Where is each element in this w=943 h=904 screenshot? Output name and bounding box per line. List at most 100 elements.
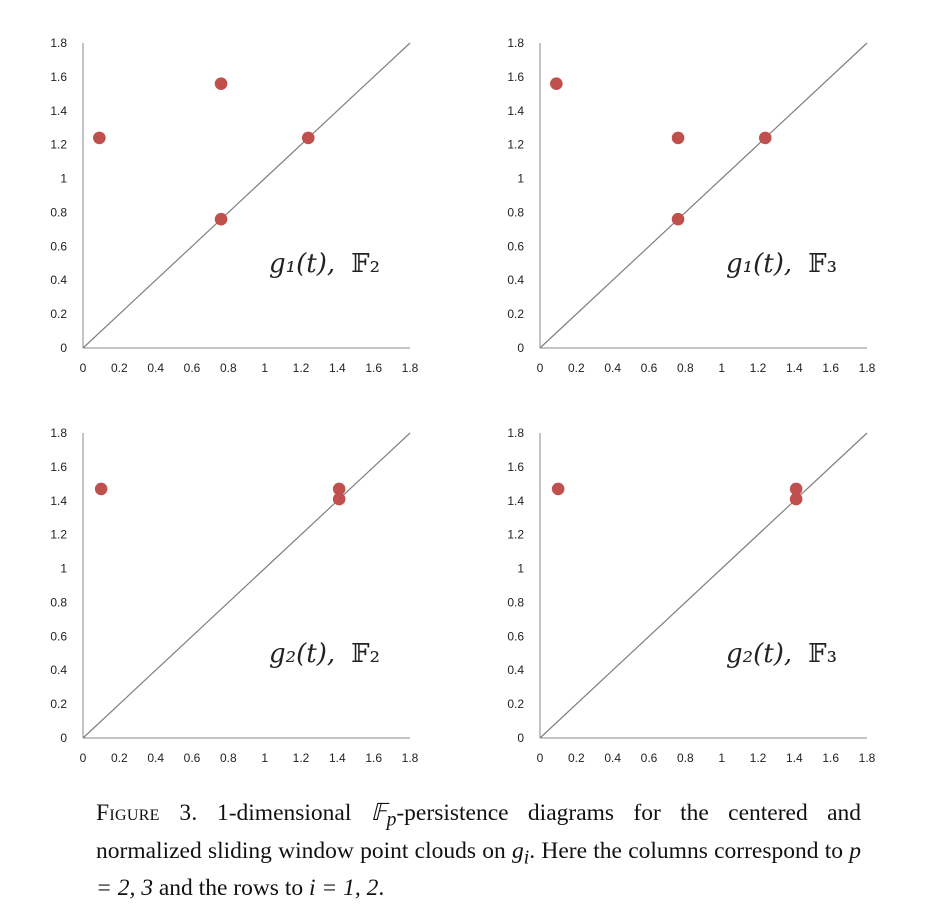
x-tick-label: 0 [80,361,87,375]
x-tick-label: 0.2 [111,361,128,375]
caption-text-1: 1-dimensional [197,800,371,826]
caption-math-g-sub: i [523,847,530,869]
x-tick-label: 0.2 [568,361,585,375]
x-tick-label: 1 [718,361,725,375]
x-tick-label: 1.6 [822,751,839,765]
panel-label: g₂(t), 𝔽₃ [726,639,837,669]
y-tick-label: 0 [60,731,67,745]
y-tick-label: 1.2 [507,138,524,152]
panel-label-field: 𝔽₃ [808,249,837,279]
data-point [301,131,315,145]
y-tick-label: 0 [517,341,524,355]
x-tick-label: 1.4 [329,361,346,375]
x-tick-label: 1.6 [365,361,382,375]
scatter-panel-1: 0 0.2 0.4 0.6 0.8 1 1.2 1.4 1.6 1.8 0 0.2 0.4 0.6 0.8 1… [50,36,418,375]
y-tick-label: 0.8 [50,595,67,609]
y-tick-label: 0.6 [50,239,67,253]
y-tick-label: 0.4 [50,273,67,287]
caption-text-4: and the rows to [152,875,309,902]
x-tick-label: 0.6 [641,361,658,375]
diagonal-line [539,432,868,739]
x-tick-label: 0.6 [184,361,201,375]
caption-math-field: 𝔽 [370,800,387,826]
y-tick-label: 0.4 [507,663,524,677]
y-tick-label: 1 [517,172,524,186]
y-tick-label: 0.8 [507,205,524,219]
caption-label: Figure 3. [96,800,198,826]
y-tick-label: 0.2 [507,307,524,321]
y-tick-label: 1 [60,172,67,186]
x-tick-label: 1.2 [750,751,767,765]
caption-text-3: . Here the columns correspond to [529,837,850,864]
x-tick-label: 0.2 [568,751,585,765]
data-point [94,482,108,496]
panel-label-function: g₂(t), [269,639,335,669]
x-tick-label: 0 [80,751,87,765]
x-tick-label: 0.8 [220,751,237,765]
x-tick-label: 1.6 [822,361,839,375]
data-point [789,482,803,496]
data-point [214,77,228,90]
data-point [758,131,772,145]
panel-label-function: g₁(t), [726,249,792,279]
y-tick-label: 0.2 [50,307,67,321]
data-point [214,212,228,226]
y-tick-label: 0 [60,341,67,355]
x-tick-label: 1 [261,361,268,375]
x-tick-label: 0.4 [147,751,164,765]
diagonal-line [82,432,411,739]
y-tick-label: 1.6 [507,460,524,474]
x-tick-label: 1.4 [786,751,803,765]
y-tick-label: 1.6 [50,70,67,84]
y-tick-label: 1 [517,562,524,576]
y-tick-label: 0.8 [507,595,524,609]
y-tick-label: 1.4 [50,494,67,508]
data-point [332,492,346,506]
data-point [671,212,685,226]
y-tick-label: 0.4 [50,663,67,677]
data-point [671,131,685,145]
scatter-panel-2: 0 0.2 0.4 0.6 0.8 1 1.2 1.4 1.6 1.8 0 0.2 0.4 0.6 0.8 1… [507,36,875,375]
caption-text-2: -persistence diagrams for the centered a… [96,800,861,864]
y-tick-label: 1.8 [507,36,524,50]
panel-label-field: 𝔽₂ [351,639,380,669]
x-tick-label: 1.8 [859,361,876,375]
y-tick-label: 0.8 [50,205,67,219]
x-tick-label: 0.4 [147,361,164,375]
panel-label-field: 𝔽₃ [808,639,837,669]
x-tick-label: 0.8 [220,361,237,375]
x-tick-label: 0.8 [677,361,694,375]
y-tick-label: 1.2 [50,528,67,542]
y-tick-label: 1.8 [507,426,524,440]
y-tick-label: 0.2 [507,697,524,711]
x-tick-label: 1.4 [786,361,803,375]
x-tick-label: 0.8 [677,751,694,765]
y-tick-label: 1 [60,562,67,576]
x-tick-label: 1.8 [402,361,419,375]
y-tick-label: 0.6 [507,239,524,253]
data-point [93,131,106,145]
y-tick-label: 1.4 [50,104,67,118]
x-tick-label: 1 [718,751,725,765]
caption-math-field-sub: p [386,809,397,831]
panel-label-field: 𝔽₂ [351,249,380,279]
caption-text-5: . [378,875,385,902]
x-tick-label: 1.8 [402,751,419,765]
x-tick-label: 0 [537,361,544,375]
x-tick-label: 1.2 [293,361,310,375]
y-tick-label: 0.6 [507,629,524,643]
data-point [789,492,803,506]
y-tick-label: 1.8 [50,36,67,50]
y-tick-label: 1.4 [507,104,524,118]
y-tick-label: 1.6 [50,460,67,474]
data-point [332,482,346,496]
y-tick-label: 1.8 [50,426,67,440]
caption-math-i: i = 1, 2 [308,875,379,902]
panel-label: g₂(t), 𝔽₂ [269,639,380,669]
persistence-diagram-figure: 0 0.2 0.4 0.6 0.8 1 1.2 1.4 1.6 1.8 0 0.2 0.4 0.6 0.8 1… [50,36,875,765]
y-tick-label: 1.2 [50,138,67,152]
y-tick-label: 1.4 [507,494,524,508]
y-tick-label: 0 [517,731,524,745]
x-tick-label: 0.4 [604,361,621,375]
data-point [551,482,565,496]
